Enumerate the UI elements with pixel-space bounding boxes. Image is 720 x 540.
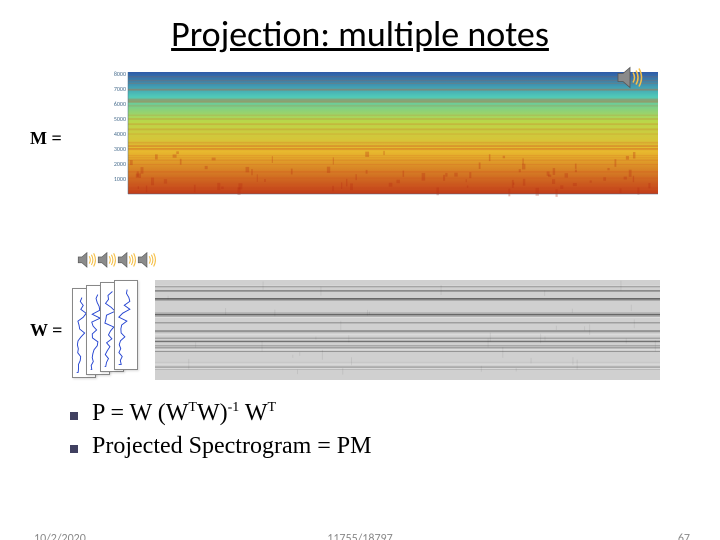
spectrogram-projected [155, 280, 660, 380]
svg-text:1000: 1000 [114, 175, 126, 183]
bullet-square-icon [70, 445, 78, 453]
bullet-square-icon [70, 412, 78, 420]
speaker-icon [96, 250, 118, 270]
footer-course: 11755/18797 [0, 532, 720, 540]
svg-text:5000: 5000 [114, 115, 126, 123]
label-m: M = [30, 128, 62, 149]
svg-text:3000: 3000 [114, 145, 126, 153]
formula-1: P = W (WTW)-1 WT [92, 400, 276, 427]
svg-text:7000: 7000 [114, 85, 126, 93]
svg-text:4000: 4000 [114, 130, 126, 138]
slide-title: Projection: multiple notes [0, 12, 720, 56]
bullet-2: Projected Spectrogram = PM [70, 433, 371, 460]
svg-text:2000: 2000 [114, 160, 126, 168]
bullets: P = W (WTW)-1 WT Projected Spectrogram =… [70, 400, 371, 466]
speaker-icon [76, 250, 98, 270]
svg-text:8000: 8000 [114, 70, 126, 78]
label-w: W = [30, 320, 62, 341]
spectrogram-m: 1000 2000 3000 4000 5000 6000 7000 8000 [100, 70, 660, 200]
speaker-icon [116, 250, 138, 270]
bullet-1: P = W (WTW)-1 WT [70, 400, 371, 427]
speakers-mid-group [76, 250, 156, 270]
svg-text:6000: 6000 [114, 100, 126, 108]
footer-page: 67 [678, 532, 690, 540]
formula-2: Projected Spectrogram = PM [92, 433, 371, 460]
speaker-icon [136, 250, 158, 270]
w-basis-panels [72, 280, 152, 378]
speaker-top-icon [615, 64, 645, 91]
